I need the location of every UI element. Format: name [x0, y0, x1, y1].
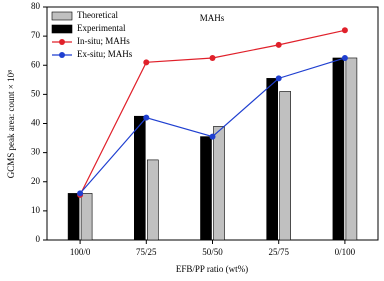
bar [266, 78, 279, 241]
y-tick-label: 10 [31, 205, 41, 215]
y-tick-label: 80 [31, 1, 41, 11]
x-tick-label: 0/100 [335, 247, 356, 257]
bar [67, 193, 80, 241]
point [209, 133, 216, 140]
bar [213, 126, 225, 241]
y-tick-label: 20 [31, 176, 41, 186]
x-tick-label: 75/25 [136, 247, 157, 257]
legend-swatch [59, 39, 65, 45]
bar [345, 57, 358, 241]
bar [332, 57, 345, 241]
legend-swatch [59, 52, 65, 58]
bar [200, 136, 212, 241]
y-tick-label: 60 [31, 59, 41, 69]
y-tick-label: 0 [36, 234, 41, 244]
x-tick-label: 100/0 [70, 247, 91, 257]
point [143, 59, 150, 66]
point [77, 190, 84, 197]
legend-label: Theoretical [77, 10, 118, 20]
legend-swatch [51, 24, 73, 34]
y-tick-label: 40 [31, 118, 41, 128]
point [341, 54, 348, 61]
annotation: MAHs [200, 13, 225, 23]
y-tick-label: 50 [31, 88, 41, 98]
legend-label: In-situ; MAHs [77, 36, 130, 46]
point [275, 41, 282, 48]
y-axis-label: GCMS peak area: count × 10⁸ [6, 70, 16, 178]
point [143, 114, 150, 121]
point [275, 75, 282, 82]
x-axis-label: EFB/PP ratio (wt%) [176, 264, 248, 274]
y-tick-label: 70 [31, 30, 41, 40]
legend-swatch [51, 11, 73, 21]
bar [80, 193, 93, 241]
x-tick-label: 25/75 [268, 247, 289, 257]
y-tick-label: 30 [31, 147, 41, 157]
legend-label: Ex-situ; MAHs [77, 49, 133, 59]
bar [147, 159, 159, 241]
x-tick-label: 50/50 [202, 247, 223, 257]
series-line [79, 57, 346, 194]
legend-label: Experimental [77, 23, 126, 33]
bar [279, 91, 292, 241]
point [341, 27, 348, 34]
point [209, 54, 216, 61]
bar [134, 115, 146, 241]
